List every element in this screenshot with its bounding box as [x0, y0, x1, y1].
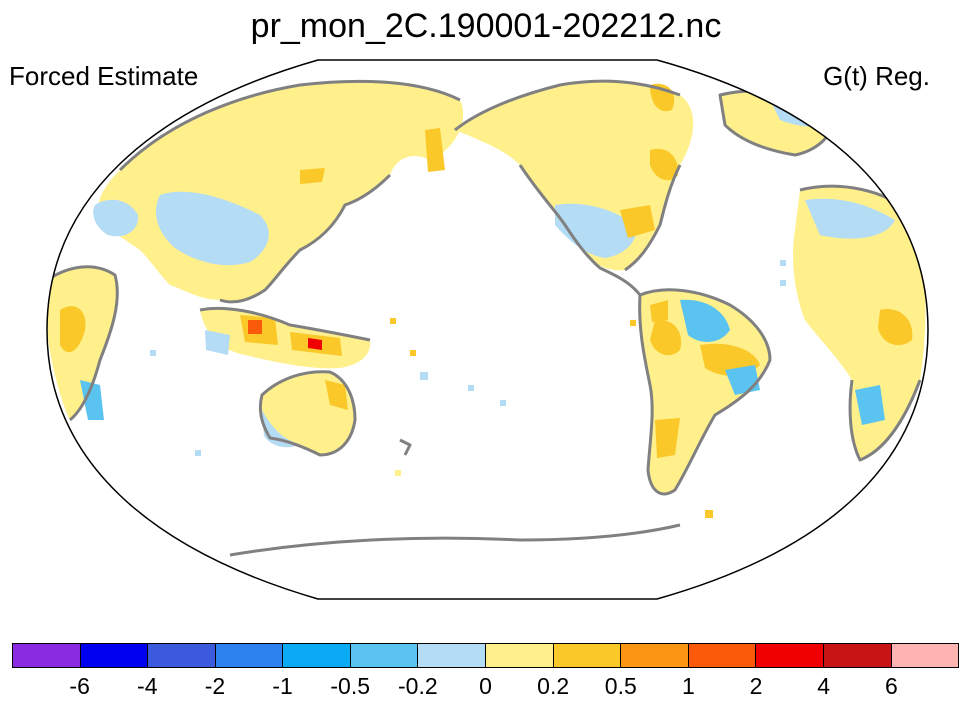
- colorbar-segment: [350, 644, 419, 667]
- colorbar-segment: [621, 644, 689, 667]
- colorbar-ticks: -6 -4 -2 -1 -0.5 -0.2 0 0.2 0.5 1 2 4 6: [12, 672, 959, 702]
- colorbar-segment: [486, 644, 554, 667]
- coastlines: [47, 79, 922, 557]
- colorbar-tick-label: -2: [204, 673, 226, 699]
- colorbar-segment: [283, 644, 351, 667]
- left-label: Forced Estimate: [9, 61, 199, 91]
- colorbar-tick-label: 4: [817, 673, 831, 699]
- land-antarctica: [230, 525, 688, 599]
- colorbar-tick-label: -1: [272, 673, 293, 699]
- asia-wet-patch: [155, 191, 269, 266]
- colorbar-tick-label: 6: [884, 673, 898, 699]
- map-title: pr_mon_2C.190001-202212.nc: [250, 7, 722, 45]
- colorbar-segment: [688, 644, 757, 667]
- colorbar-tick-label: -0.5: [330, 673, 371, 699]
- colorbar-segment: [215, 644, 284, 667]
- colorbar-segment: [80, 644, 149, 667]
- colorbar-tick-label: -4: [137, 673, 158, 699]
- colorbar-segment: [823, 644, 892, 667]
- colorbar: [12, 643, 959, 668]
- colorbar-tick-label: -6: [69, 673, 90, 699]
- colorbar-tick-label: 0.2: [537, 673, 570, 699]
- ocean-pixels: [150, 260, 786, 518]
- colorbar-segment: [553, 644, 622, 667]
- colorbar-tick-label: 2: [749, 673, 763, 699]
- right-label: G(t) Reg.: [823, 61, 930, 91]
- colorbar-tick-label: 1: [682, 673, 695, 699]
- colorbar-tick-label: -0.2: [398, 673, 438, 699]
- map-boundary: [46, 59, 929, 600]
- colorbar-segment: [148, 644, 216, 667]
- colorbar-tick-label: 0.5: [604, 673, 637, 699]
- colorbar-segment: [13, 644, 81, 667]
- colorbar-segment: [891, 644, 959, 667]
- land-africa-right: [793, 186, 926, 460]
- colorbar-segment: [418, 644, 487, 667]
- colorbar-segment: [756, 644, 824, 667]
- land-africa-left: [47, 266, 118, 420]
- colorbar-tick-label: 0: [479, 673, 492, 699]
